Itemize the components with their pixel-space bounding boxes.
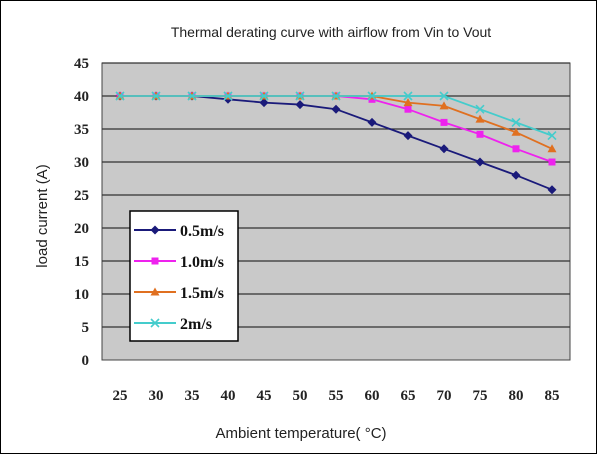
data-point xyxy=(295,91,305,101)
data-point xyxy=(512,145,520,153)
legend-item: 1.5m/s xyxy=(134,285,224,302)
data-point xyxy=(295,100,305,110)
data-point xyxy=(367,91,377,101)
x-tick-label: 40 xyxy=(221,388,236,404)
data-point xyxy=(475,114,485,123)
y-tick-label: 20 xyxy=(74,221,89,237)
x-tick-label: 35 xyxy=(185,388,200,404)
legend-marker xyxy=(151,257,159,265)
data-point xyxy=(223,91,233,101)
x-tick-label: 75 xyxy=(473,388,488,404)
data-point xyxy=(403,131,413,141)
legend-item: 0.5m/s xyxy=(134,223,224,240)
data-point xyxy=(548,158,556,166)
data-point xyxy=(547,131,557,141)
data-point xyxy=(475,157,485,167)
legend-marker xyxy=(150,225,160,235)
series-3 xyxy=(115,91,557,141)
y-axis-label: load current (A) xyxy=(34,164,51,267)
y-tick-label: 10 xyxy=(74,287,89,303)
data-point xyxy=(259,91,269,101)
data-point xyxy=(115,91,125,101)
x-tick-label: 50 xyxy=(293,388,308,404)
y-tick-labels: 0 5 10 15 20 25 30 35 40 45 xyxy=(74,56,89,369)
data-point xyxy=(331,91,341,101)
data-point xyxy=(511,117,521,127)
data-point xyxy=(511,170,521,180)
y-tick-label: 25 xyxy=(74,188,89,204)
data-point xyxy=(547,185,557,195)
y-tick-label: 40 xyxy=(74,89,89,105)
legend-box xyxy=(129,210,239,342)
data-point xyxy=(403,98,413,107)
legend-item: 2m/s xyxy=(134,316,212,333)
data-point xyxy=(511,127,521,136)
legend: 0.5m/s 1.0m/s 1.5m/s 2m/s xyxy=(129,210,239,342)
y-tick-label: 0 xyxy=(82,353,90,369)
data-point xyxy=(403,91,413,101)
data-point xyxy=(439,101,449,110)
data-point xyxy=(151,91,161,101)
legend-marker xyxy=(150,318,160,328)
data-point xyxy=(439,91,449,101)
data-point xyxy=(547,144,557,153)
x-tick-label: 30 xyxy=(149,388,164,404)
y-tick-label: 30 xyxy=(74,155,89,171)
legend-label: 1.5m/s xyxy=(180,285,224,302)
y-tick-label: 35 xyxy=(74,122,89,138)
legend-label: 2m/s xyxy=(180,316,212,333)
y-tick-label: 45 xyxy=(74,56,89,72)
x-tick-label: 60 xyxy=(365,388,380,404)
x-tick-labels: 25 30 35 40 45 50 55 60 65 70 75 80 85 xyxy=(113,388,560,404)
legend-label: 0.5m/s xyxy=(180,223,224,240)
chart-title: Thermal derating curve with airflow from… xyxy=(171,24,491,40)
data-point xyxy=(259,98,269,108)
legend-marker xyxy=(150,287,160,296)
x-tick-label: 65 xyxy=(401,388,416,404)
legend-item: 1.0m/s xyxy=(134,254,224,271)
x-tick-label: 80 xyxy=(509,388,524,404)
data-point xyxy=(404,105,412,113)
y-tick-label: 15 xyxy=(74,254,89,270)
x-tick-label: 70 xyxy=(437,388,452,404)
data-point xyxy=(475,104,485,114)
data-point xyxy=(440,118,448,126)
data-point xyxy=(367,117,377,127)
data-point xyxy=(187,91,197,101)
x-tick-label: 25 xyxy=(113,388,128,404)
series-layer xyxy=(115,91,557,195)
data-point xyxy=(331,104,341,114)
x-axis-label: Ambient temperature( °C) xyxy=(215,425,386,442)
x-tick-label: 45 xyxy=(257,388,272,404)
legend-label: 1.0m/s xyxy=(180,254,224,271)
x-tick-label: 85 xyxy=(545,388,560,404)
x-tick-label: 55 xyxy=(329,388,344,404)
data-point xyxy=(439,144,449,154)
data-point xyxy=(476,130,484,138)
y-tick-label: 5 xyxy=(82,320,90,336)
